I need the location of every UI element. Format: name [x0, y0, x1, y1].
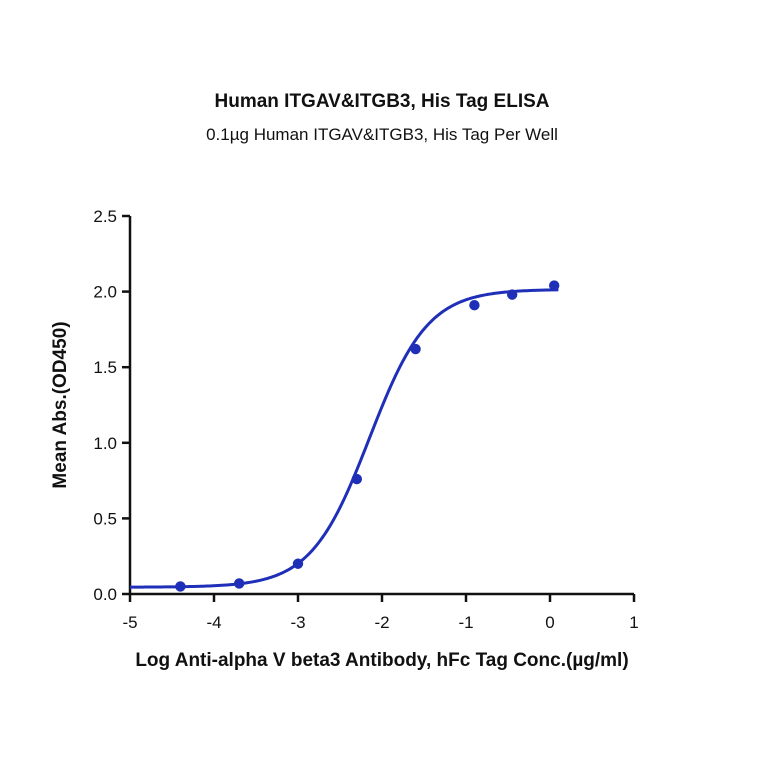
y-axis-title: Mean Abs.(OD450)	[50, 321, 71, 488]
data-point	[292, 558, 304, 569]
data-point	[234, 578, 245, 589]
data-point	[410, 343, 421, 355]
y-tick-label: 2.5	[93, 207, 117, 226]
data-point	[175, 581, 186, 592]
x-tick-label: -2	[374, 613, 389, 632]
x-tick-label: -3	[290, 613, 305, 632]
data-point	[351, 473, 362, 485]
data-point	[469, 300, 480, 311]
x-tick-label: -4	[206, 613, 221, 632]
data-point	[549, 280, 560, 291]
y-tick-label: 1.0	[93, 434, 117, 453]
x-tick-label: -5	[122, 613, 137, 632]
y-tick-label: 2.0	[93, 283, 117, 302]
x-tick-label: -1	[458, 613, 473, 632]
x-tick-label: 1	[629, 613, 638, 632]
chart-subtitle: 0.1µg Human ITGAV&ITGB3, His Tag Per Wel…	[206, 125, 558, 144]
fit-curve	[130, 288, 559, 589]
x-axis-title: Log Anti-alpha V beta3 Antibody, hFc Tag…	[135, 650, 628, 671]
x-tick-label: 0	[545, 613, 554, 632]
y-tick-label: 0.5	[93, 509, 117, 528]
y-tick-label: 0.0	[93, 585, 117, 604]
chart-title: Human ITGAV&ITGB3, His Tag ELISA	[214, 91, 550, 112]
y-tick-label: 1.5	[93, 358, 117, 377]
data-point	[507, 289, 518, 300]
